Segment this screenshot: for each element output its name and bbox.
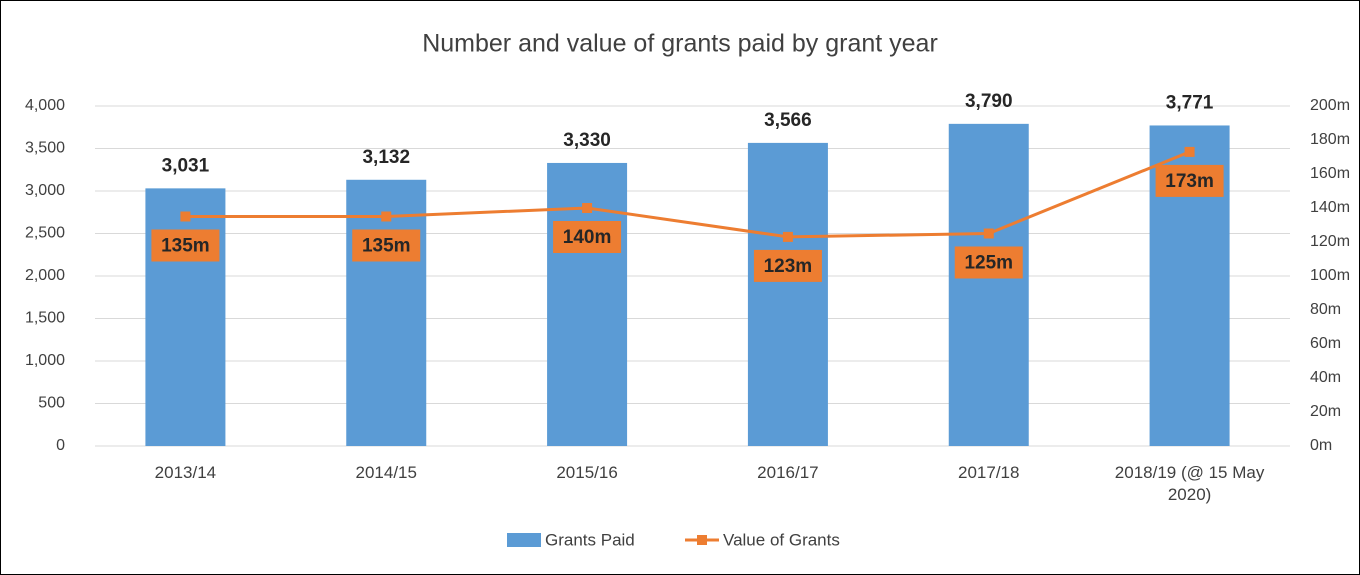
x-tick-label-box: 2014/15 xyxy=(355,463,417,482)
line-marker xyxy=(381,211,392,222)
legend-label: Grants Paid xyxy=(545,530,635,549)
y2-tick-label: 20m xyxy=(1310,403,1341,420)
bar xyxy=(747,142,828,446)
line-value-label: 135m xyxy=(161,236,210,257)
legend-marker xyxy=(697,535,707,545)
y-tick-label: 2,000 xyxy=(25,267,65,284)
line-marker xyxy=(180,211,191,222)
x-tick-label: 2018/19 (@ 15 May 2020) xyxy=(1114,463,1265,504)
line-value-label-box xyxy=(352,229,421,262)
line-value-label-box xyxy=(753,249,822,282)
line-marker xyxy=(1184,146,1195,157)
bar-value-label: 3,330 xyxy=(563,130,611,151)
y2-tick-label: 80m xyxy=(1310,301,1341,318)
y-tick-label: 1,500 xyxy=(25,310,65,327)
y2-tick-label: 200m xyxy=(1310,97,1350,114)
line-value-label-box xyxy=(1155,164,1224,197)
line-marker xyxy=(782,231,793,242)
line xyxy=(185,150,1191,239)
y-tick-label: 4,000 xyxy=(25,97,65,114)
bar xyxy=(948,123,1029,446)
chart-title: Number and value of grants paid by grant… xyxy=(422,30,938,58)
y2-tick-label: 100m xyxy=(1310,267,1350,284)
y2-tick-label: 60m xyxy=(1310,335,1341,352)
y-tick-label: 500 xyxy=(38,395,65,412)
bar xyxy=(346,179,427,446)
line-value-label: 125m xyxy=(964,253,1013,274)
line-value-label: 173m xyxy=(1165,171,1214,192)
x-tick-label-box: 2015/16 xyxy=(556,463,618,482)
x-tick-label: 2014/15 xyxy=(355,463,417,482)
y-tick-label: 1,000 xyxy=(25,352,65,369)
line-value-label: 140m xyxy=(563,227,612,248)
x-tick-label-box: 2018/19 (@ 15 May 2020) xyxy=(1114,463,1265,504)
y2-tick-label: 40m xyxy=(1310,369,1341,386)
y2-tick-label: 0m xyxy=(1310,437,1332,454)
y2-tick-label: 140m xyxy=(1310,199,1350,216)
bar-value-label: 3,031 xyxy=(162,155,210,176)
x-tick-label: 2013/14 xyxy=(154,463,217,482)
x-tick-label-box: 2017/18 xyxy=(958,463,1020,482)
bar-value-label: 3,790 xyxy=(965,91,1013,112)
bar-value-label: 3,771 xyxy=(1166,92,1214,113)
line-value-label: 135m xyxy=(362,236,411,257)
x-tick-label: 2017/18 xyxy=(958,463,1020,482)
line-value-label: 123m xyxy=(764,256,813,277)
line-marker xyxy=(983,228,994,239)
y2-tick-label: 120m xyxy=(1310,233,1350,250)
x-tick-label: 2015/16 xyxy=(556,463,618,482)
line-value-label-box xyxy=(954,246,1023,279)
legend-swatch xyxy=(507,533,541,547)
y-tick-label: 3,500 xyxy=(25,140,65,157)
y2-tick-label: 180m xyxy=(1310,131,1350,148)
x-tick-label: 2016/17 xyxy=(757,463,819,482)
line-marker xyxy=(582,203,593,213)
line-value-label-box xyxy=(553,221,622,253)
y2-tick-label: 160m xyxy=(1310,165,1350,182)
bar-value-label: 3,566 xyxy=(764,110,812,131)
line-value-label-box xyxy=(151,229,220,262)
x-tick-label-box: 2016/17 xyxy=(757,463,819,482)
y-tick-label: 0 xyxy=(56,437,65,454)
y-tick-label: 3,000 xyxy=(25,182,65,199)
bar-value-label: 3,132 xyxy=(362,147,410,168)
bar xyxy=(145,188,226,447)
y-tick-label: 2,500 xyxy=(25,225,65,242)
legend-label: Value of Grants xyxy=(723,530,840,549)
x-tick-label-box: 2013/14 xyxy=(154,463,217,482)
